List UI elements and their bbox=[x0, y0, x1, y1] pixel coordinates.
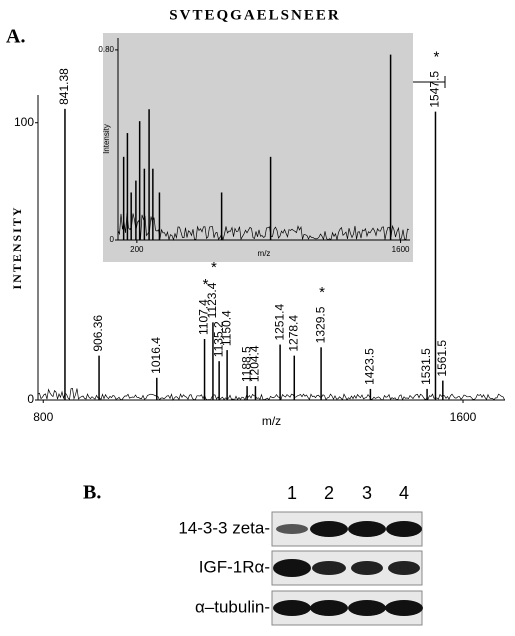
peptide-title: SVTEQGAELSNEER bbox=[169, 7, 340, 23]
band bbox=[310, 600, 348, 616]
peak-label: 1135.2 bbox=[211, 321, 225, 357]
row-label: IGF-1Rα- bbox=[199, 557, 270, 576]
star-marker: * bbox=[203, 276, 209, 293]
peak-label: 1123.4 bbox=[205, 282, 219, 318]
inset-spectrum: 200 1600 0 0.80 m/z Intensity bbox=[98, 38, 410, 258]
lane-label: 4 bbox=[399, 483, 409, 503]
band bbox=[348, 600, 386, 616]
western-blot: 1 2 3 4 14-3-3 zeta- IGF-1Rα-α–tubulin- bbox=[178, 483, 423, 626]
peak-label: 841.38 bbox=[57, 68, 71, 105]
peak-label: 1278.4 bbox=[286, 315, 300, 352]
y-tick-label: 0 bbox=[110, 235, 115, 244]
band bbox=[388, 561, 420, 575]
x-tick-label: 1600 bbox=[392, 245, 410, 254]
peak-label: 1150.4 bbox=[219, 310, 233, 346]
band bbox=[385, 600, 423, 616]
y-tick-label: 0.80 bbox=[98, 45, 114, 54]
row-label: 14-3-3 zeta- bbox=[178, 518, 270, 537]
peak-label: 1547.5 bbox=[428, 71, 442, 108]
x-tick-label: 1600 bbox=[450, 410, 477, 424]
band bbox=[276, 524, 308, 534]
panel-label: A. bbox=[6, 26, 25, 48]
spectrum: 800 1600 0 100 m/z INTENSITY 841.38 906.36 1016.… bbox=[10, 48, 505, 428]
peak-label: 906.36 bbox=[91, 315, 105, 352]
band bbox=[273, 600, 311, 616]
x-tick-label: 200 bbox=[130, 245, 144, 254]
y-axis-label: Intensity bbox=[102, 124, 111, 154]
star-marker: * bbox=[319, 284, 325, 301]
baseline-noise bbox=[117, 213, 410, 241]
peak-label: 1107.4 bbox=[197, 299, 211, 335]
y-tick-label: 100 bbox=[14, 115, 34, 129]
row-label: α–tubulin- bbox=[195, 597, 270, 616]
band bbox=[312, 561, 346, 575]
peak-label: 1423.5 bbox=[363, 348, 377, 385]
band bbox=[351, 561, 383, 575]
panel-label: B. bbox=[83, 482, 101, 504]
y-tick-label: 0 bbox=[27, 392, 34, 406]
x-tick-label: 800 bbox=[33, 410, 53, 424]
peak-label: 1016.4 bbox=[149, 337, 163, 374]
band bbox=[273, 559, 311, 577]
y-axis-label: INTENSITY bbox=[10, 205, 24, 289]
peak-label: 1188.5 bbox=[239, 346, 253, 382]
baseline-noise bbox=[37, 387, 505, 401]
star-marker: * bbox=[211, 259, 217, 276]
x-axis-label: m/z bbox=[262, 414, 281, 428]
peak-label: 1329.5 bbox=[313, 306, 327, 343]
band bbox=[310, 521, 348, 537]
peak-label: 1251.4 bbox=[272, 304, 286, 341]
lane-label: 1 bbox=[287, 483, 297, 503]
peak-label: 1561.5 bbox=[435, 340, 449, 377]
x-axis-label: m/z bbox=[258, 249, 271, 258]
lane-label: 2 bbox=[324, 483, 334, 503]
band bbox=[348, 521, 386, 537]
peak-label: 1531.5 bbox=[419, 348, 433, 385]
band bbox=[386, 521, 422, 537]
lane-label: 3 bbox=[362, 483, 372, 503]
star-marker: * bbox=[434, 48, 440, 65]
peak-label: 1204.4 bbox=[248, 345, 262, 382]
